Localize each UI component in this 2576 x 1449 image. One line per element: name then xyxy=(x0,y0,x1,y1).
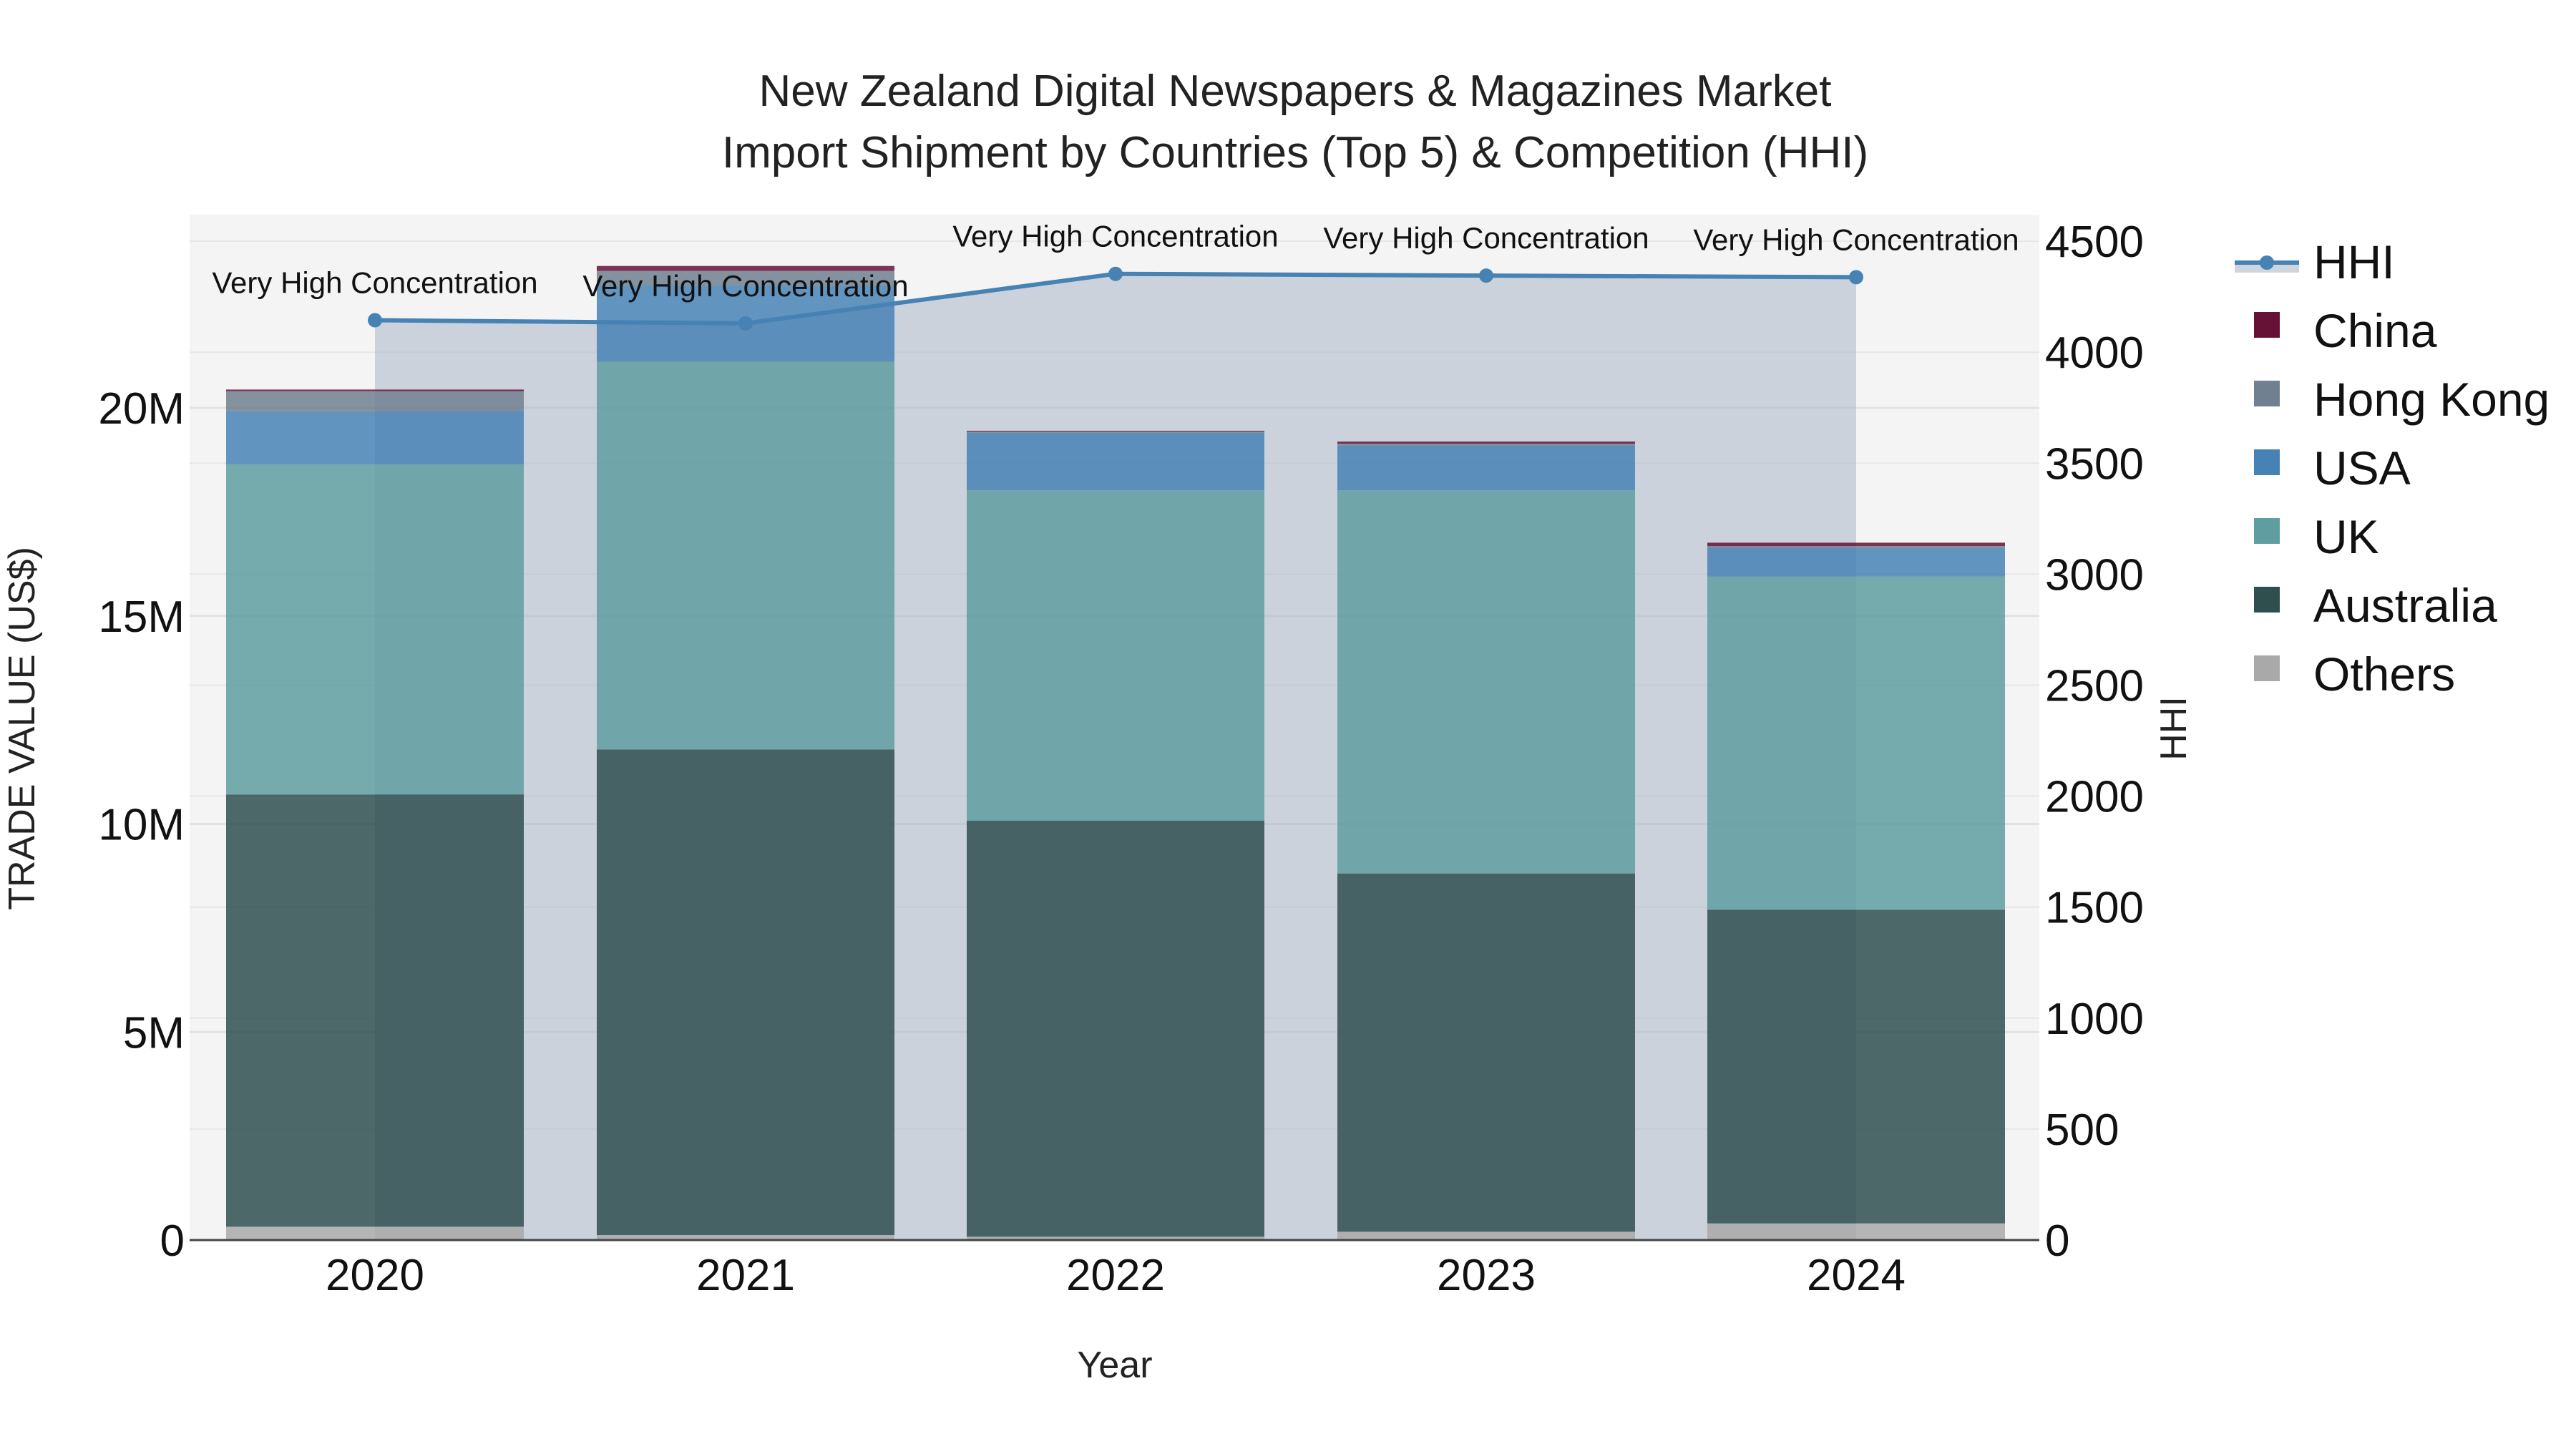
legend-item-hhi[interactable]: HHI xyxy=(2235,235,2395,288)
x-tick-label: 2024 xyxy=(1807,1251,1906,1300)
bar-segment-australia-2022 xyxy=(967,820,1264,1237)
bar-segment-others-2022 xyxy=(967,1236,1264,1240)
bar-segment-usa-2022 xyxy=(967,432,1264,491)
hhi-marker xyxy=(1849,270,1863,285)
legend-swatch xyxy=(2254,449,2280,475)
legend-item-australia[interactable]: Australia xyxy=(2254,579,2497,632)
y-right-tick-label: 2000 xyxy=(2045,773,2144,822)
bar-segment-uk-2023 xyxy=(1337,490,1635,874)
y-right-axis: 0 500 1000 1500 2000 2500 3000 3500 4000 4500 xyxy=(2045,218,2144,1266)
y-right-tick-label: 4500 xyxy=(2045,218,2144,267)
y-right-tick-label: 1000 xyxy=(2045,995,2144,1044)
y-left-tick-label: 10M xyxy=(98,801,185,850)
bar-segment-usa-2024 xyxy=(1707,547,2005,577)
y-left-tick-label: 20M xyxy=(98,384,185,434)
x-tick-label: 2021 xyxy=(696,1251,795,1300)
legend-label: Australia xyxy=(2313,579,2497,632)
bar-segment-china-2021 xyxy=(597,265,894,271)
hhi-marker xyxy=(1108,266,1123,281)
legend-swatch xyxy=(2254,312,2280,338)
y-right-tick-label: 3500 xyxy=(2045,439,2144,489)
y-left-tick-label: 0 xyxy=(160,1216,185,1266)
hhi-marker xyxy=(738,316,753,331)
bar-segment-china-2020 xyxy=(226,389,524,391)
bar-segment-others-2020 xyxy=(226,1226,524,1240)
annotations: Very High Concentration Very High Concent… xyxy=(212,220,2019,303)
bar-segment-uk-2024 xyxy=(1707,576,2005,910)
bar-segment-usa-2023 xyxy=(1337,445,1635,491)
x-tick-label: 2023 xyxy=(1437,1251,1536,1300)
bar-segment-uk-2021 xyxy=(597,361,894,750)
chart-title-line-1: New Zealand Digital Newspapers & Magazin… xyxy=(759,67,1832,116)
bar-segment-others-2024 xyxy=(1707,1223,2005,1240)
bar-segment-usa-2020 xyxy=(226,411,524,464)
y-left-tick-label: 15M xyxy=(98,592,185,642)
legend-item-others[interactable]: Others xyxy=(2254,648,2455,701)
y-left-axis: 0 5M 10M 15M 20M xyxy=(98,384,185,1266)
hhi-line xyxy=(368,266,1863,331)
legend-swatch xyxy=(2254,381,2280,406)
bar-segment-australia-2024 xyxy=(1707,909,2005,1224)
bar-segment-others-2023 xyxy=(1337,1231,1635,1240)
hhi-marker xyxy=(1479,268,1493,283)
bar-segment-hong-kong-2023 xyxy=(1337,444,1635,446)
x-tick-label: 2022 xyxy=(1066,1251,1165,1300)
y-right-tick-label: 2500 xyxy=(2045,662,2144,711)
y-right-tick-label: 500 xyxy=(2045,1106,2119,1155)
legend-label: Hong Kong xyxy=(2313,373,2550,426)
bar-segment-uk-2022 xyxy=(967,490,1264,821)
bar-segment-hong-kong-2022 xyxy=(967,431,1264,433)
y-right-tick-label: 1500 xyxy=(2045,884,2144,933)
legend-label: Others xyxy=(2313,648,2455,701)
legend-item-usa[interactable]: USA xyxy=(2254,441,2411,494)
bar-segment-hong-kong-2024 xyxy=(1707,546,2005,548)
legend-item-uk[interactable]: UK xyxy=(2254,510,2379,563)
bar-segment-hong-kong-2021 xyxy=(597,270,894,286)
legend-label: USA xyxy=(2313,441,2411,494)
bar-segment-china-2023 xyxy=(1337,441,1635,444)
x-axis-title: Year xyxy=(1077,1345,1152,1386)
chart-title-line-2: Import Shipment by Countries (Top 5) & C… xyxy=(722,128,1868,177)
bar-segment-hong-kong-2020 xyxy=(226,391,524,411)
bar-segment-australia-2020 xyxy=(226,794,524,1227)
bar-segment-australia-2021 xyxy=(597,749,894,1236)
legend-label: HHI xyxy=(2313,235,2395,288)
y-right-tick-label: 3000 xyxy=(2045,550,2144,600)
bar-segment-others-2021 xyxy=(597,1235,894,1240)
annotation-label: Very High Concentration xyxy=(582,269,908,303)
bar-segment-uk-2020 xyxy=(226,464,524,795)
y-right-axis-title: HHI xyxy=(2153,696,2195,761)
x-axis: 2020 2021 2022 2023 2024 xyxy=(326,1251,1906,1300)
y-right-tick-label: 4000 xyxy=(2045,328,2144,378)
annotation-label: Very High Concentration xyxy=(212,266,537,300)
legend-swatch xyxy=(2254,518,2280,544)
y-left-tick-label: 5M xyxy=(123,1008,185,1058)
annotation-label: Very High Concentration xyxy=(1693,223,2019,256)
legend-item-china[interactable]: China xyxy=(2254,304,2437,357)
legend-label: China xyxy=(2313,304,2437,357)
hhi-marker xyxy=(368,313,382,328)
bar-segment-australia-2023 xyxy=(1337,873,1635,1232)
x-tick-label: 2020 xyxy=(326,1251,424,1300)
legend-swatch xyxy=(2254,587,2280,613)
y-left-axis-title: TRADE VALUE (US$) xyxy=(1,547,43,910)
legend: HHI China Hong Kong USA UK Australia Others xyxy=(2235,235,2550,701)
annotation-label: Very High Concentration xyxy=(952,220,1278,253)
y-right-tick-label: 0 xyxy=(2045,1216,2069,1266)
legend-label: UK xyxy=(2313,510,2379,563)
legend-item-hong-kong[interactable]: Hong Kong xyxy=(2254,373,2550,426)
stacked-bars xyxy=(226,265,2005,1240)
bar-segment-china-2024 xyxy=(1707,542,2005,547)
annotation-label: Very High Concentration xyxy=(1323,221,1649,255)
legend-swatch xyxy=(2254,655,2280,681)
